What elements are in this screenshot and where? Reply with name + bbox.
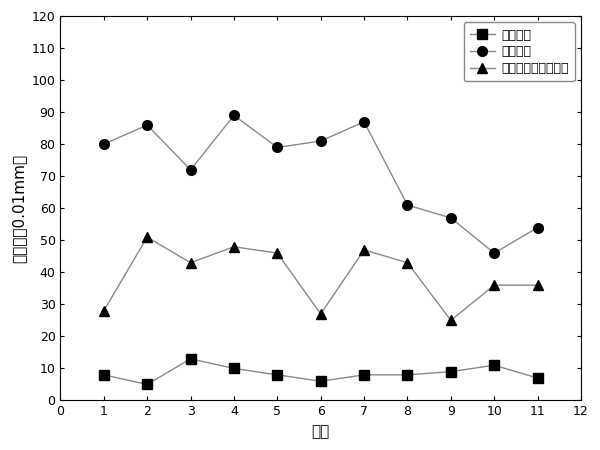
碎石化前	[491, 363, 498, 368]
洒布碎石纤维封层后	[143, 234, 151, 240]
碎石化前	[187, 356, 194, 361]
碎石化前	[143, 382, 151, 387]
碎石化前	[447, 369, 454, 374]
碎石化前	[274, 372, 281, 378]
碎石化后	[361, 119, 368, 125]
Line: 碎石化后: 碎石化后	[99, 111, 542, 258]
碎石化前	[361, 372, 368, 378]
碎石化前	[100, 372, 107, 378]
X-axis label: 测点: 测点	[311, 424, 330, 439]
碎石化后	[317, 138, 325, 144]
碎石化后	[534, 225, 541, 230]
洒布碎石纤维封层后	[187, 260, 194, 265]
碎石化前	[534, 375, 541, 381]
洒布碎石纤维封层后	[447, 318, 454, 323]
洒布碎石纤维封层后	[100, 308, 107, 314]
洒布碎石纤维封层后	[361, 247, 368, 252]
洒布碎石纤维封层后	[230, 244, 238, 249]
Line: 洒布碎石纤维封层后: 洒布碎石纤维封层后	[99, 232, 542, 325]
碎石化前	[230, 366, 238, 371]
洒布碎石纤维封层后	[274, 251, 281, 256]
碎石化后	[447, 215, 454, 220]
碎石化后	[491, 251, 498, 256]
碎石化后	[404, 202, 411, 208]
碎石化前	[317, 378, 325, 384]
洒布碎石纤维封层后	[404, 260, 411, 265]
Line: 碎石化前: 碎石化前	[99, 354, 542, 389]
Y-axis label: 弯沉值（0.01mm）: 弯沉值（0.01mm）	[11, 154, 26, 263]
洒布碎石纤维封层后	[317, 311, 325, 317]
碎石化后	[100, 142, 107, 147]
碎石化后	[230, 112, 238, 118]
碎石化后	[143, 122, 151, 128]
Legend: 碎石化前, 碎石化后, 洒布碎石纤维封层后: 碎石化前, 碎石化后, 洒布碎石纤维封层后	[464, 22, 575, 81]
碎石化前	[404, 372, 411, 378]
碎石化后	[187, 167, 194, 172]
洒布碎石纤维封层后	[534, 283, 541, 288]
碎石化后	[274, 145, 281, 150]
洒布碎石纤维封层后	[491, 283, 498, 288]
